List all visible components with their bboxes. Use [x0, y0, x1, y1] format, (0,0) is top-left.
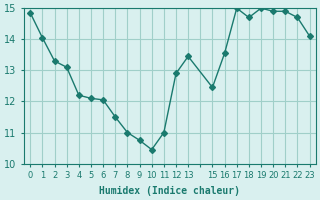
X-axis label: Humidex (Indice chaleur): Humidex (Indice chaleur) [100, 186, 240, 196]
